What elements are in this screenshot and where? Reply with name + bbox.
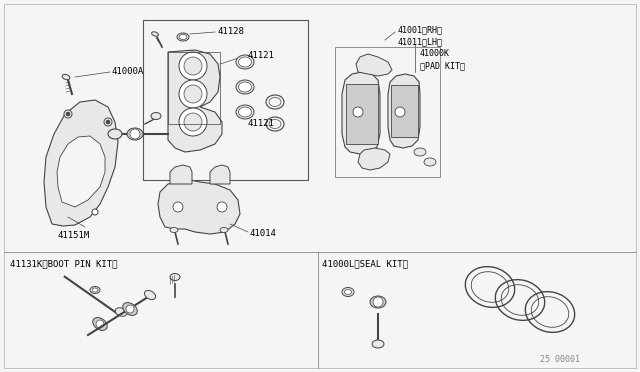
Ellipse shape: [236, 105, 254, 119]
Ellipse shape: [92, 288, 98, 292]
Ellipse shape: [236, 55, 254, 69]
Circle shape: [179, 52, 207, 80]
Ellipse shape: [177, 33, 189, 41]
Bar: [168, 52, 220, 124]
Text: 41121: 41121: [247, 119, 274, 128]
Polygon shape: [44, 100, 118, 226]
Ellipse shape: [414, 148, 426, 156]
Circle shape: [96, 320, 104, 328]
Polygon shape: [57, 136, 105, 207]
Ellipse shape: [344, 289, 351, 295]
Bar: [143, 20, 308, 180]
Polygon shape: [210, 165, 230, 184]
Text: 41151M: 41151M: [58, 231, 90, 240]
Text: 41001〈RH〉: 41001〈RH〉: [398, 26, 443, 35]
Polygon shape: [342, 72, 380, 154]
Text: 41000A: 41000A: [112, 67, 144, 77]
Circle shape: [217, 202, 227, 212]
Circle shape: [126, 305, 134, 313]
Ellipse shape: [93, 318, 108, 330]
Ellipse shape: [123, 302, 137, 315]
Ellipse shape: [179, 35, 187, 39]
Text: 41000L〈SEAL KIT〉: 41000L〈SEAL KIT〉: [322, 260, 408, 269]
Text: 41131K〈BOOT PIN KIT〉: 41131K〈BOOT PIN KIT〉: [10, 260, 118, 269]
Ellipse shape: [145, 291, 156, 299]
Polygon shape: [391, 85, 418, 137]
Circle shape: [184, 113, 202, 131]
Ellipse shape: [90, 286, 100, 294]
Text: 41121: 41121: [247, 51, 274, 61]
Circle shape: [373, 297, 383, 307]
Polygon shape: [158, 180, 240, 234]
Circle shape: [104, 118, 112, 126]
Text: 〈PAD KIT〉: 〈PAD KIT〉: [420, 61, 465, 71]
Ellipse shape: [62, 74, 70, 80]
Text: 25 00001: 25 00001: [540, 356, 580, 365]
Ellipse shape: [424, 158, 436, 166]
Ellipse shape: [236, 80, 254, 94]
Ellipse shape: [239, 107, 252, 117]
Text: 41128: 41128: [217, 28, 244, 36]
Ellipse shape: [170, 228, 178, 232]
Text: 41000K: 41000K: [420, 49, 450, 58]
Ellipse shape: [239, 82, 252, 92]
Text: 41011〈LH〉: 41011〈LH〉: [398, 38, 443, 46]
Ellipse shape: [127, 128, 143, 140]
Ellipse shape: [170, 273, 180, 280]
Polygon shape: [358, 148, 390, 170]
Bar: [335, 47, 440, 177]
Circle shape: [106, 120, 110, 124]
Ellipse shape: [239, 57, 252, 67]
Polygon shape: [388, 74, 420, 148]
Circle shape: [66, 112, 70, 116]
Ellipse shape: [370, 296, 386, 308]
Circle shape: [353, 107, 363, 117]
Circle shape: [92, 209, 98, 215]
Ellipse shape: [115, 308, 127, 316]
Circle shape: [179, 108, 207, 136]
Polygon shape: [346, 84, 378, 144]
Circle shape: [64, 110, 72, 118]
Ellipse shape: [108, 129, 122, 139]
Ellipse shape: [152, 32, 158, 36]
Ellipse shape: [372, 340, 384, 348]
Polygon shape: [356, 54, 392, 76]
Ellipse shape: [220, 228, 228, 232]
Polygon shape: [170, 165, 192, 184]
Circle shape: [395, 107, 405, 117]
Circle shape: [184, 57, 202, 75]
Circle shape: [130, 129, 140, 139]
Ellipse shape: [151, 112, 161, 119]
Circle shape: [184, 85, 202, 103]
Circle shape: [173, 202, 183, 212]
Ellipse shape: [342, 288, 354, 296]
Polygon shape: [168, 50, 222, 152]
Circle shape: [179, 80, 207, 108]
Text: 41014: 41014: [250, 230, 277, 238]
